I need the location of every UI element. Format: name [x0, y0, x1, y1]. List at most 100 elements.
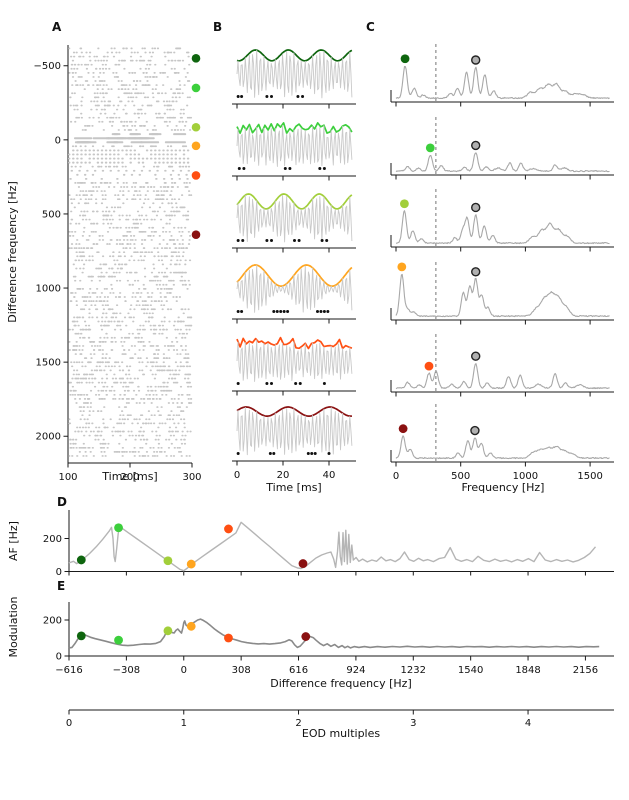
- spike-dot: [322, 382, 326, 385]
- spike-dot: [265, 95, 269, 98]
- tick-label: 0: [234, 470, 240, 481]
- tick-label: 0: [56, 652, 62, 663]
- panel-a-condition-markers: [191, 54, 201, 239]
- tick-label: −616: [55, 665, 82, 676]
- tick-label: 0: [56, 567, 62, 578]
- tick-label: 1500: [36, 358, 61, 369]
- eod-multiples-axis: 0 1 2 3 4: [66, 709, 614, 729]
- spike-dot: [326, 310, 330, 313]
- panel-label-e: E: [57, 579, 66, 593]
- tick-label: −500: [34, 61, 61, 72]
- tick-label: 0: [66, 718, 72, 729]
- tick-label: 616: [289, 665, 308, 676]
- spike-dot: [319, 310, 323, 313]
- eod-peak-marker: [471, 55, 481, 65]
- condition-marker: [191, 171, 201, 180]
- panel-label-a: A: [52, 20, 62, 34]
- tick-label: 3: [410, 718, 416, 729]
- condition-dot: [224, 633, 233, 643]
- spike-dot: [265, 382, 269, 385]
- tick-label: 100: [58, 472, 77, 483]
- panel-b-am-traces: 0 20 40: [232, 49, 356, 481]
- panel-e-xlabel: Difference frequency [Hz]: [270, 677, 412, 690]
- eod-axis-label: EOD multiples: [301, 727, 381, 740]
- spike-dot: [241, 239, 245, 242]
- condition-dot: [186, 559, 196, 569]
- panel-e-modulation-plot: 0 200 −616 −308 0 308 616 924 1232 1540 1848 2156: [43, 602, 614, 676]
- tick-label: 1232: [401, 665, 426, 676]
- spike-dot: [279, 310, 283, 313]
- af-peak-marker: [425, 143, 435, 153]
- condition-dot: [186, 621, 196, 631]
- panel-label-c: C: [366, 20, 375, 34]
- spike-dot: [240, 310, 244, 313]
- condition-dot: [114, 635, 123, 645]
- af-peak-marker: [397, 262, 407, 272]
- tick-label: 308: [232, 665, 251, 676]
- eod-peak-marker: [471, 351, 481, 361]
- panel-c-spectra: 0 500 1000 1500: [390, 43, 614, 482]
- tick-label: 200: [43, 534, 62, 545]
- tick-label: 4: [525, 718, 531, 729]
- spike-dot: [283, 167, 287, 170]
- condition-dot: [301, 632, 311, 641]
- tick-label: 2156: [573, 665, 598, 676]
- spike-dot: [293, 239, 296, 242]
- af-peak-marker: [400, 199, 409, 209]
- tick-label: 1500: [577, 471, 602, 482]
- spike-dot: [298, 382, 302, 385]
- tick-label: 1000: [36, 284, 61, 295]
- eod-peak-marker: [471, 267, 481, 277]
- spike-dot: [301, 95, 305, 98]
- tick-label: 20: [277, 470, 290, 481]
- tick-label: 2: [295, 718, 301, 729]
- spike-dot: [270, 382, 273, 385]
- tick-label: 1: [181, 718, 187, 729]
- tick-label: 500: [42, 209, 61, 220]
- condition-dot: [163, 556, 173, 566]
- spike-dot: [270, 95, 273, 98]
- spike-dot: [236, 239, 240, 242]
- spike-dot: [286, 310, 290, 313]
- spike-dot: [322, 167, 326, 170]
- panel-c-xlabel: Frequency [Hz]: [461, 481, 545, 494]
- spike-dot: [318, 167, 322, 170]
- eod-peak-marker: [471, 202, 481, 213]
- spike-dot: [240, 95, 244, 98]
- panel-d-af-plot: 0 200: [43, 510, 614, 578]
- tick-label: 300: [182, 472, 201, 483]
- spike-dot: [282, 310, 286, 313]
- tick-label: 1540: [458, 665, 483, 676]
- spike-dot: [236, 95, 240, 98]
- eod-peak-marker: [470, 425, 480, 436]
- condition-dot: [114, 523, 123, 533]
- spike-dot: [297, 239, 301, 242]
- spike-dot: [313, 452, 317, 455]
- tick-label: 2000: [36, 432, 61, 443]
- spike-dot: [296, 95, 300, 98]
- condition-marker: [191, 141, 201, 151]
- tick-label: 1000: [513, 471, 538, 482]
- panel-label-d: D: [57, 495, 67, 509]
- tick-label: 924: [346, 665, 365, 676]
- tick-label: 500: [451, 471, 470, 482]
- condition-dot: [163, 626, 173, 636]
- spike-dot: [294, 382, 298, 385]
- af-peak-marker: [424, 361, 434, 371]
- panel-b-xlabel: Time [ms]: [266, 481, 322, 494]
- tick-label: −308: [113, 665, 140, 676]
- condition-dot: [224, 524, 233, 534]
- spike-dot: [306, 452, 310, 455]
- spike-dot: [236, 310, 240, 313]
- tick-label: 1848: [515, 665, 540, 676]
- tick-label: 200: [120, 472, 139, 483]
- spike-dot: [236, 382, 240, 385]
- condition-dot: [76, 631, 86, 641]
- tick-label: 0: [393, 471, 399, 482]
- spike-dot: [325, 239, 329, 242]
- panel-a-xlabel: Time [ms]: [102, 470, 158, 483]
- tick-label: 0: [181, 665, 187, 676]
- spike-dot: [236, 452, 240, 455]
